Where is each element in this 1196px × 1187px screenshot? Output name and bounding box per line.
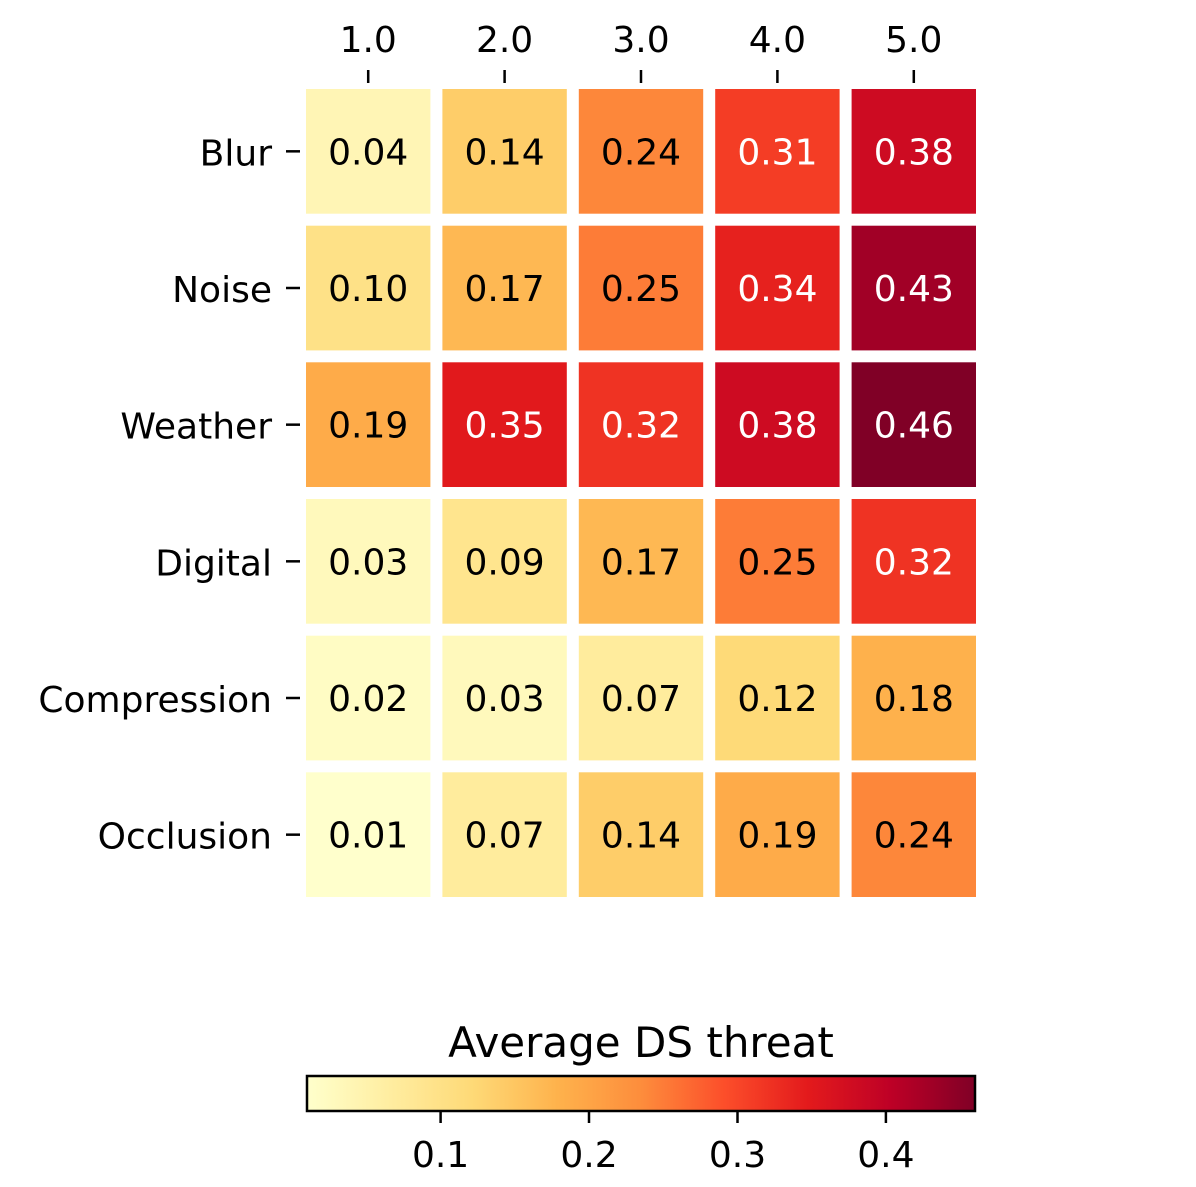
cell-value-label: 0.01 xyxy=(328,816,408,857)
cell-value-label: 0.25 xyxy=(737,542,817,583)
colorbar-tick-label: 0.1 xyxy=(412,1135,469,1176)
heatmap-cell xyxy=(851,772,976,897)
cell-value-label: 0.03 xyxy=(465,679,545,720)
cell-value-label: 0.19 xyxy=(328,406,408,447)
colorbar-gradient xyxy=(305,1074,977,1113)
x-tick-label: 3.0 xyxy=(612,20,669,61)
heatmap-cell xyxy=(715,635,840,761)
cell-value-label: 0.12 xyxy=(737,679,817,720)
heatmap-cell xyxy=(578,772,704,897)
y-tick-label: Weather xyxy=(120,407,272,448)
heatmap-cell xyxy=(715,772,840,897)
cell-value-label: 0.09 xyxy=(465,542,545,583)
cell-value-label: 0.04 xyxy=(328,132,408,173)
y-tick-label: Blur xyxy=(200,133,273,174)
heatmap-cell xyxy=(306,499,431,624)
cell-value-label: 0.19 xyxy=(737,816,817,857)
heatmap-cell xyxy=(442,635,567,761)
cell-value-label: 0.24 xyxy=(874,816,954,857)
cell-value-label: 0.14 xyxy=(465,132,545,173)
heatmap-cell xyxy=(442,89,567,214)
y-axis-left: Blur Noise Weather Digital Compression Occlus… xyxy=(38,133,300,858)
cell-value-label: 0.32 xyxy=(874,542,954,583)
heatmap-cell xyxy=(578,499,704,624)
colorbar-ticks: 0.1 0.2 0.3 0.4 xyxy=(412,1111,915,1176)
heatmap-cell xyxy=(442,499,567,624)
heatmap-cell xyxy=(578,362,704,487)
colorbar-label: Average DS threat xyxy=(448,1018,834,1067)
heatmap-cell xyxy=(851,89,976,214)
y-tick-label: Noise xyxy=(172,270,272,311)
cell-value-label: 0.25 xyxy=(601,269,681,310)
heatmap-cell xyxy=(306,362,431,487)
heatmap-cell xyxy=(715,89,840,214)
cell-value-label: 0.32 xyxy=(601,406,681,447)
x-tick-label: 2.0 xyxy=(476,20,533,61)
cell-value-label: 0.14 xyxy=(601,816,681,857)
heatmap-cell xyxy=(442,225,567,351)
colorbar: Average DS threat 0.1 0.2 0.3 0.4 xyxy=(305,1018,977,1176)
cell-value-label: 0.34 xyxy=(737,269,817,310)
y-tick-label: Compression xyxy=(38,680,272,721)
cell-value-label: 0.18 xyxy=(874,679,954,720)
heatmap-cell xyxy=(851,362,976,487)
heatmap-cell xyxy=(306,89,431,214)
heatmap-cell xyxy=(851,635,976,761)
heatmap-cell xyxy=(442,772,567,897)
heatmap-cell xyxy=(851,499,976,624)
x-axis-top: 1.0 2.0 3.0 4.0 5.0 xyxy=(340,20,942,83)
cell-value-label: 0.31 xyxy=(737,132,817,173)
heatmap-cell xyxy=(715,499,840,624)
cell-value-label: 0.38 xyxy=(874,132,954,173)
cell-value-label: 0.07 xyxy=(601,679,681,720)
x-tick-label: 1.0 xyxy=(340,20,397,61)
heatmap-cell xyxy=(578,635,704,761)
cell-value-label: 0.07 xyxy=(465,816,545,857)
y-tick-label: Occlusion xyxy=(98,817,272,858)
cell-value-label: 0.17 xyxy=(601,542,681,583)
heatmap-cell xyxy=(851,225,976,351)
cell-value-label: 0.10 xyxy=(328,269,408,310)
heatmap-cell xyxy=(578,89,704,214)
x-tick-label: 5.0 xyxy=(885,20,942,61)
colorbar-tick-label: 0.2 xyxy=(560,1135,617,1176)
heatmap-cell xyxy=(306,772,431,897)
cell-value-label: 0.38 xyxy=(737,406,817,447)
cell-value-label: 0.17 xyxy=(465,269,545,310)
heatmap-cell xyxy=(442,362,567,487)
cell-value-label: 0.43 xyxy=(874,269,954,310)
colorbar-tick-label: 0.3 xyxy=(709,1135,766,1176)
y-tick-label: Digital xyxy=(155,543,272,584)
heatmap-cell xyxy=(715,225,840,351)
heatmap-cells: 0.04 0.14 0.24 0.31 0.38 0.10 0.17 0.25 0.34 0.43… xyxy=(306,89,976,897)
heatmap-cell xyxy=(715,362,840,487)
cell-value-label: 0.35 xyxy=(465,406,545,447)
cell-value-label: 0.46 xyxy=(874,406,954,447)
heatmap-cell xyxy=(306,635,431,761)
cell-value-label: 0.03 xyxy=(328,542,408,583)
heatmap-cell xyxy=(306,225,431,351)
cell-value-label: 0.02 xyxy=(328,679,408,720)
colorbar-tick-label: 0.4 xyxy=(857,1135,914,1176)
x-tick-label: 4.0 xyxy=(749,20,806,61)
heatmap-cell xyxy=(578,225,704,351)
cell-value-label: 0.24 xyxy=(601,132,681,173)
